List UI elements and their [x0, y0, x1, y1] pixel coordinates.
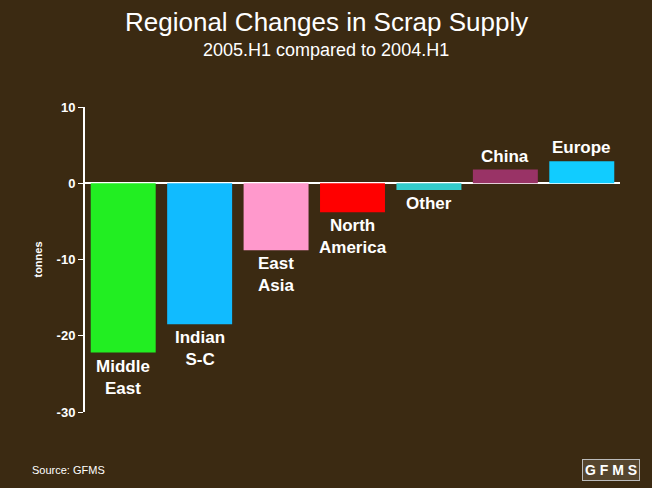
svg-text:MiddleEast: MiddleEast: [96, 357, 150, 398]
svg-text:IndianS-C: IndianS-C: [175, 328, 225, 369]
svg-text:Europe: Europe: [552, 138, 611, 157]
svg-text:G F M S: G F M S: [585, 462, 637, 478]
svg-text:-20: -20: [57, 328, 76, 343]
svg-text:-10: -10: [57, 252, 76, 267]
svg-text:EastAsia: EastAsia: [258, 254, 294, 295]
svg-text:2005.H1 compared to 2004.H1: 2005.H1 compared to 2004.H1: [203, 40, 449, 60]
svg-text:tonnes: tonnes: [32, 241, 44, 277]
svg-text:10: 10: [61, 100, 75, 115]
svg-text:Other: Other: [406, 194, 452, 213]
svg-text:NorthAmerica: NorthAmerica: [319, 216, 387, 257]
svg-text:China: China: [481, 147, 529, 166]
svg-text:Source: GFMS: Source: GFMS: [32, 464, 105, 476]
svg-text:0: 0: [68, 176, 75, 191]
svg-text:Regional Changes in Scrap Supp: Regional Changes in Scrap Supply: [125, 7, 528, 37]
svg-text:-30: -30: [57, 405, 76, 420]
